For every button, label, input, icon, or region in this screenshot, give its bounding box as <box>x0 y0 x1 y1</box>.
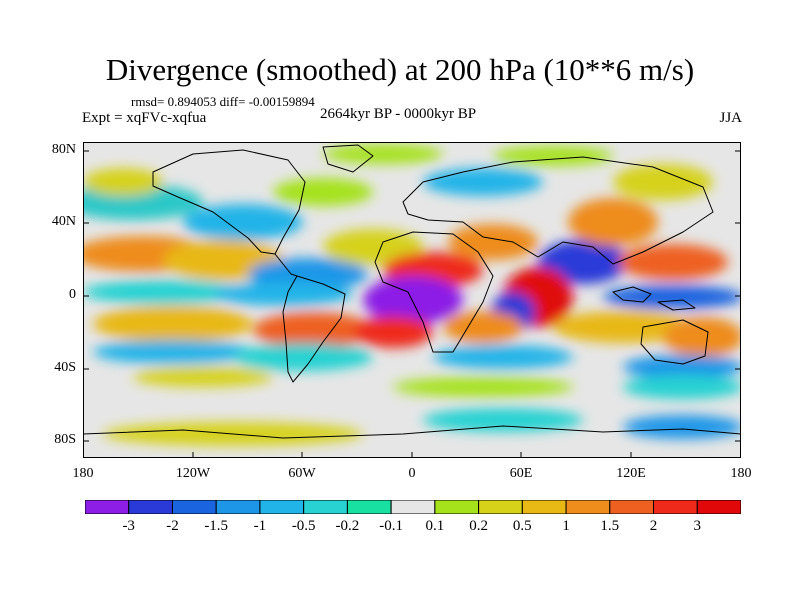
field-patch <box>133 367 273 387</box>
colorbar-swatch <box>521 500 567 514</box>
field-patch <box>183 204 303 240</box>
field-patch <box>623 375 741 399</box>
central-america-coast <box>274 253 298 277</box>
field-patch <box>323 229 423 265</box>
colorbar-label: -1 <box>253 518 267 534</box>
colorbar-swatch <box>478 500 523 514</box>
colorbar-label: -1.5 <box>204 518 229 534</box>
x-ticks <box>192 452 632 458</box>
field-patch <box>433 345 573 369</box>
experiment-label: Expt = xqFVc-xqfua <box>82 110 207 126</box>
colorbar-label: 3 <box>693 518 702 534</box>
colorbar-swatch <box>565 500 611 514</box>
field-patch <box>323 144 443 164</box>
field-patch <box>663 317 741 357</box>
field-patch <box>618 244 728 280</box>
map-title: Divergence (smoothed) at 200 hPa (10**6 … <box>105 52 695 87</box>
field-patch <box>613 164 713 200</box>
field-patch <box>93 306 253 342</box>
field-patch <box>553 311 693 343</box>
colorbar-swatch <box>346 500 392 514</box>
field-patch <box>253 312 373 348</box>
colorbar-swatch <box>303 500 348 514</box>
colorbar-label: 2 <box>649 518 658 534</box>
field-patch <box>93 340 253 364</box>
lat-label-80s: 80S <box>54 432 76 447</box>
colorbar-label: 1.5 <box>600 518 620 534</box>
field-patch <box>363 276 463 324</box>
maritime-continent-coast <box>657 299 696 311</box>
colorbar-swatch <box>259 500 305 514</box>
field-patch <box>623 415 741 439</box>
colorbar-label: -2 <box>166 518 179 534</box>
field-patch <box>213 282 353 306</box>
colorbar-label: -0.2 <box>335 518 360 534</box>
field-patch <box>83 168 163 196</box>
colorbar-swatch <box>128 500 173 514</box>
africa-coast <box>374 231 494 353</box>
lon-label-180w: 180 <box>72 466 94 481</box>
lon-label-120e: 120E <box>616 466 646 481</box>
colorbar-swatch <box>434 500 480 514</box>
colorbar-swatch <box>390 500 436 514</box>
lon-label-60w: 60W <box>288 466 316 481</box>
eurasia-coast <box>402 156 714 265</box>
lat-label-80n: 80N <box>51 142 76 157</box>
season-label: JJA <box>719 110 742 126</box>
field-patch <box>538 240 628 284</box>
lon-label-0: 0 <box>408 466 416 481</box>
colorbar-swatch <box>696 500 741 514</box>
lat-label-40s: 40S <box>54 360 76 375</box>
colorbar-label: -0.1 <box>379 518 403 534</box>
field-patch <box>393 377 573 397</box>
colorbar-label: 1 <box>562 518 570 534</box>
y-ticks <box>83 150 741 442</box>
colorbar-label: -0.5 <box>291 518 316 534</box>
greenland-coast <box>322 144 374 173</box>
colorbar-swatch <box>609 500 655 514</box>
north-america-coast <box>152 149 306 255</box>
australia-coast <box>640 319 709 365</box>
field-patch <box>443 311 523 343</box>
lon-label-180e: 180 <box>730 466 752 481</box>
field-patch <box>83 280 243 304</box>
colorbar-label: -3 <box>122 518 135 534</box>
colorbar-label: 0.2 <box>469 518 488 534</box>
lat-label-0: 0 <box>69 287 76 302</box>
field-patch <box>568 198 658 246</box>
lon-label-60e: 60E <box>509 466 533 481</box>
antarctica-coast <box>83 425 741 439</box>
field-patch <box>493 146 613 166</box>
colorbar-swatch <box>653 500 698 514</box>
rmsd-diff-stats: rmsd= 0.894053 diff= -0.00159894 <box>131 94 315 109</box>
colorbar-swatch <box>171 500 217 514</box>
colorbar-label: 0.5 <box>512 518 532 534</box>
maritime-continent-coast <box>612 286 652 303</box>
field-patch <box>248 258 368 290</box>
field-patch <box>233 343 373 371</box>
colorbar <box>85 500 741 514</box>
field-patch <box>448 224 538 260</box>
field-patch <box>423 408 583 432</box>
lat-label-40n: 40N <box>51 214 76 229</box>
field-patch <box>623 355 741 379</box>
colorbar-label: 0.1 <box>425 518 445 534</box>
field-patch <box>603 285 741 309</box>
field-patch <box>423 168 543 196</box>
lon-label-120w: 120W <box>175 466 211 481</box>
field-patch <box>273 178 373 206</box>
period-label: 2664kyr BP - 0000kyr BP <box>320 106 477 122</box>
coastlines <box>83 144 741 439</box>
colorbar-swatch <box>215 500 261 514</box>
field-patch <box>353 316 433 348</box>
colorbar-swatch <box>85 500 130 514</box>
divergence-map <box>83 142 741 458</box>
south-america-coast <box>282 275 346 383</box>
